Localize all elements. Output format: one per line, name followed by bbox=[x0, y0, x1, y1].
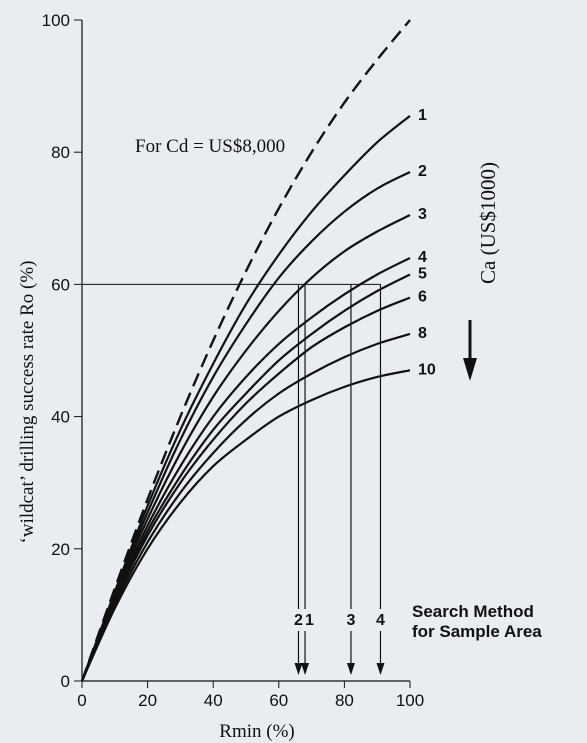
legend: Ca (US$1000) bbox=[463, 162, 500, 381]
series-line-ca-5 bbox=[80, 273, 411, 682]
y-tick-label: 60 bbox=[51, 275, 70, 294]
search-method-line-2: for Sample Area bbox=[412, 622, 542, 641]
drop-arrow-head bbox=[301, 663, 310, 675]
x-tick-label: 40 bbox=[204, 691, 223, 710]
drop-arrow-head bbox=[294, 663, 303, 675]
y-tick-label: 20 bbox=[51, 540, 70, 559]
annotation: For Cd = US$8,000 bbox=[135, 136, 285, 157]
x-tick-label: 20 bbox=[138, 691, 157, 710]
series-line-ca-3 bbox=[80, 214, 411, 682]
series-line-ca-6 bbox=[80, 296, 411, 682]
drop-arrow-label-3: 3 bbox=[347, 612, 356, 629]
series-line-ca-10 bbox=[80, 369, 411, 682]
series-label-2: 2 bbox=[418, 163, 427, 180]
x-tick-label: 0 bbox=[77, 691, 86, 710]
search-method-label: Search Method for Sample Area bbox=[412, 602, 542, 641]
series-line-ca-1 bbox=[80, 114, 411, 682]
x-tick-label: 100 bbox=[396, 691, 424, 710]
series-lines bbox=[80, 19, 411, 682]
x-axis-label: Rmin (%) bbox=[219, 721, 294, 742]
tick-labels: 0 20 40 60 80 100 0 20 40 60 80 100 bbox=[42, 11, 425, 710]
series-label-1: 1 bbox=[418, 107, 427, 124]
series-label-8: 8 bbox=[418, 325, 427, 342]
legend-title: Ca (US$1000) bbox=[476, 162, 500, 284]
y-tick-label: 0 bbox=[61, 672, 70, 691]
series-line-ca-2 bbox=[80, 171, 411, 682]
y-tick-label: 100 bbox=[42, 11, 70, 30]
drop-arrow-label-1: 1 bbox=[305, 612, 314, 629]
series-label-10: 10 bbox=[418, 361, 436, 378]
y-axis-label: ‘wildcat’ drilling success rate Ro (%) bbox=[17, 261, 38, 544]
drop-arrow-head bbox=[376, 663, 385, 675]
series-label-5: 5 bbox=[418, 265, 427, 282]
y-tick-label: 80 bbox=[51, 143, 70, 162]
y-tick-label: 40 bbox=[51, 408, 70, 427]
drop-arrow-head bbox=[346, 663, 355, 675]
series-line-ca-4 bbox=[80, 256, 411, 682]
x-tick-label: 80 bbox=[335, 691, 354, 710]
series-label-3: 3 bbox=[418, 206, 427, 223]
series-line-ca-8 bbox=[80, 332, 411, 682]
series-label-6: 6 bbox=[418, 289, 427, 306]
axes bbox=[74, 19, 411, 688]
series-labels: 1 2 3 45 6 8 10 bbox=[418, 107, 436, 378]
drop-arrow-label-4: 4 bbox=[376, 612, 385, 629]
series-label-4: 4 bbox=[418, 249, 427, 266]
drop-arrow-label-2: 2 bbox=[294, 612, 303, 629]
x-tick-label: 60 bbox=[269, 691, 288, 710]
series-line-dashed bbox=[80, 19, 411, 682]
legend-down-arrow-head bbox=[463, 358, 477, 381]
search-method-line-1: Search Method bbox=[412, 602, 534, 621]
